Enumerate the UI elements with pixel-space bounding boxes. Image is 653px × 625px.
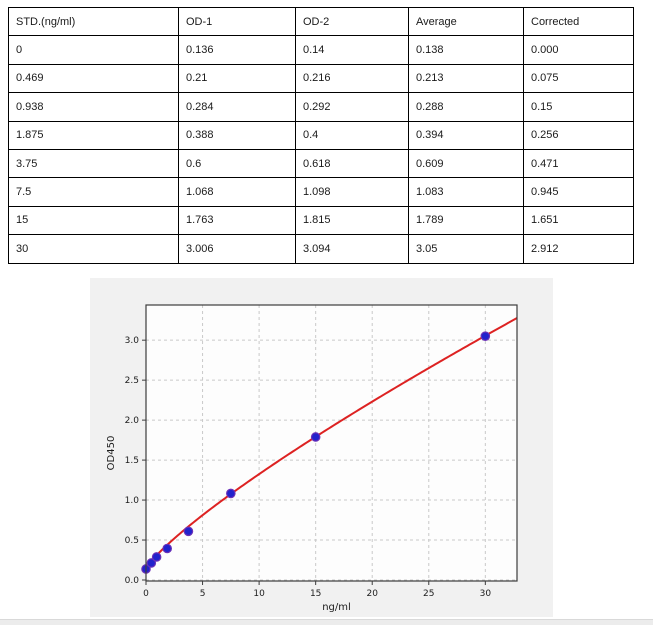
- x-tick-label: 25: [423, 589, 434, 599]
- table-header-cell: Average: [408, 6, 524, 37]
- y-tick-label: 1.5: [125, 456, 139, 466]
- x-tick-label: 20: [366, 589, 378, 599]
- standards-table-body: 0 0.136 0.14 0.138 0.000 0.469 0.21 0.216 0.213 0…: [8, 35, 634, 264]
- table-cell: 0.14: [295, 35, 409, 65]
- fit-curve-line: [145, 317, 518, 570]
- table-cell: 7.5: [8, 177, 179, 207]
- table-cell: 0.469: [8, 63, 179, 94]
- table-cell: 0.288: [408, 92, 524, 122]
- plot-frame: [145, 304, 518, 582]
- table-cell: 0.292: [295, 92, 409, 122]
- table-cell: 3.05: [408, 234, 524, 264]
- data-point: [480, 331, 491, 341]
- y-tick-label: 0.5: [125, 536, 139, 546]
- table-row: 0.469 0.21 0.216 0.213 0.075: [8, 63, 634, 94]
- table-row: 7.5 1.068 1.098 1.083 0.945: [8, 177, 634, 207]
- table-cell: 1.815: [295, 205, 409, 236]
- y-tick-label: 0.0: [125, 576, 140, 586]
- table-row: 30 3.006 3.094 3.05 2.912: [8, 234, 634, 264]
- table-cell: 0.618: [295, 148, 409, 179]
- table-cell: 0.138: [408, 35, 524, 65]
- table-row: 0.938 0.284 0.292 0.288 0.15: [8, 92, 634, 122]
- y-tick-label: 2.5: [125, 376, 139, 386]
- table-cell: 15: [8, 205, 179, 236]
- table-row: 3.75 0.6 0.618 0.609 0.471: [8, 148, 634, 179]
- table-row: 0 0.136 0.14 0.138 0.000: [8, 35, 634, 65]
- table-header-row: STD.(ng/ml) OD-1 OD-2 Average Corrected: [8, 6, 634, 37]
- x-tick-label: 15: [310, 589, 321, 599]
- y-axis-label: OD450: [106, 436, 117, 471]
- standards-table: STD.(ng/ml) OD-1 OD-2 Average Corrected 0 0.1…: [8, 6, 634, 264]
- x-tick-label: 5: [200, 589, 206, 599]
- plot-area: [146, 305, 517, 581]
- table-header-cell: OD-2: [295, 6, 409, 37]
- table-row: 1.875 0.388 0.4 0.394 0.256: [8, 120, 634, 150]
- table-cell: 1.083: [408, 177, 524, 207]
- table-cell: 0.945: [523, 177, 634, 207]
- data-point: [151, 552, 162, 562]
- table-cell: 3.094: [295, 234, 409, 264]
- y-tick-label: 3.0: [125, 336, 140, 346]
- page-edge-strip: [0, 619, 653, 625]
- x-tick-label: 10: [253, 589, 265, 599]
- table-cell: 0.15: [523, 92, 634, 122]
- table-cell: 0.213: [408, 63, 524, 94]
- table-cell: 0.256: [523, 120, 634, 150]
- table-cell: 1.789: [408, 205, 524, 236]
- y-tick-label: 2.0: [125, 416, 140, 426]
- data-point: [310, 432, 321, 442]
- table-cell: 1.875: [8, 120, 179, 150]
- table-cell: 1.763: [178, 205, 296, 236]
- y-tick-label: 1.0: [125, 496, 140, 506]
- table-cell: 1.651: [523, 205, 634, 236]
- table-cell: 30: [8, 234, 179, 264]
- table-cell: 0.938: [8, 92, 179, 122]
- table-cell: 0.6: [178, 148, 296, 179]
- data-point: [162, 543, 173, 554]
- table-cell: 0.609: [408, 148, 524, 179]
- table-cell: 3.75: [8, 148, 179, 179]
- table-cell: 0.21: [178, 63, 296, 94]
- table-cell: 0.216: [295, 63, 409, 94]
- standard-curve-panel: 0 5 10 15 20 25 30 0.0 0.5 1.0 1.5 2.0 2.5 3.0 ng/ml OD…: [90, 278, 553, 617]
- table-cell: 0.136: [178, 35, 296, 65]
- table-cell: 3.006: [178, 234, 296, 264]
- x-axis-label: ng/ml: [322, 602, 351, 613]
- table-row: 15 1.763 1.815 1.789 1.651: [8, 205, 634, 236]
- x-tick-label: 0: [143, 589, 149, 599]
- table-cell: 1.068: [178, 177, 296, 207]
- table-cell: 0.284: [178, 92, 296, 122]
- table-header-cell: OD-1: [178, 6, 296, 37]
- table-cell: 2.912: [523, 234, 634, 264]
- table-cell: 0: [8, 35, 179, 65]
- x-tick-label: 30: [480, 589, 492, 599]
- table-cell: 1.098: [295, 177, 409, 207]
- table-header-cell: Corrected: [523, 6, 634, 37]
- table-header-cell: STD.(ng/ml): [8, 6, 179, 37]
- table-cell: 0.075: [523, 63, 634, 94]
- table-cell: 0.394: [408, 120, 524, 150]
- table-cell: 0.4: [295, 120, 409, 150]
- standard-curve-chart: 0 5 10 15 20 25 30 0.0 0.5 1.0 1.5 2.0 2.5 3.0 ng/ml OD…: [106, 304, 518, 613]
- data-point: [183, 526, 194, 537]
- data-point: [226, 488, 236, 499]
- table-cell: 0.388: [178, 120, 296, 150]
- standards-table-header: STD.(ng/ml) OD-1 OD-2 Average Corrected: [8, 6, 634, 37]
- data-point: [146, 558, 157, 568]
- table-cell: 0.000: [523, 35, 634, 65]
- table-cell: 0.471: [523, 148, 634, 179]
